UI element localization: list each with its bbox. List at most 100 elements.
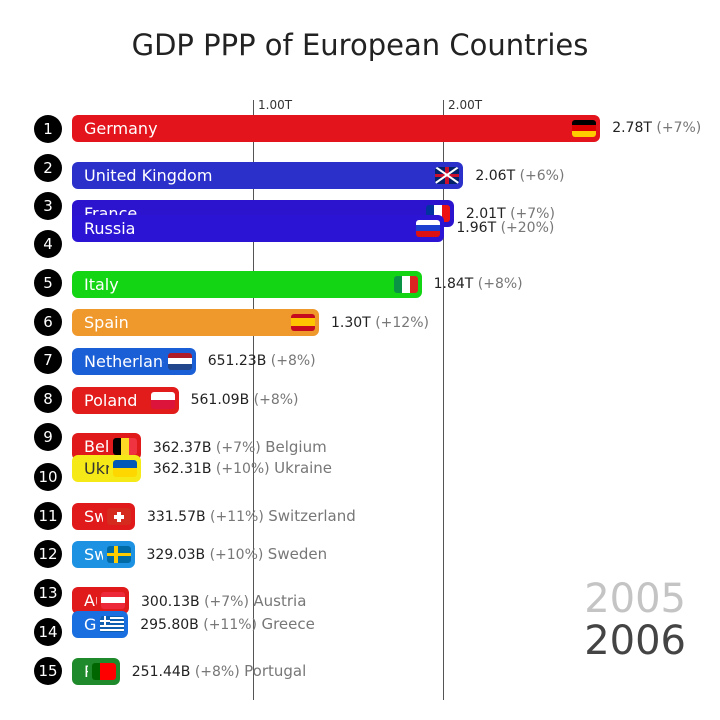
change-text: (+8%)	[253, 392, 299, 408]
russia-flag-icon	[416, 219, 441, 237]
value-text: 1.96T	[456, 220, 501, 236]
value-label: 362.37B (+7%) Belgium	[153, 439, 327, 456]
value-text: 295.80B	[140, 617, 204, 633]
country-name-label: Portugal	[244, 662, 307, 680]
austria-flag-icon	[101, 591, 126, 609]
x-tick-label: 1.00T	[258, 98, 293, 112]
rank-badge: 14	[34, 618, 62, 646]
country-name-label: Greece	[261, 615, 315, 633]
rank-badge: 11	[34, 502, 62, 530]
bar-ukraine: Ukraine	[72, 454, 141, 482]
uk-flag-icon	[435, 166, 460, 184]
rank-badge: 2	[34, 154, 62, 182]
change-text: (+7%)	[510, 206, 555, 222]
bar-name-label: Russia	[84, 218, 136, 238]
bar-name-label: Austria	[84, 590, 97, 610]
bar-germany: Germany	[72, 114, 601, 142]
belgium-flag-icon	[112, 437, 137, 455]
bar-name-label: Switzerland	[84, 506, 103, 526]
bar-name-label: Spain	[84, 312, 129, 332]
sweden-flag-icon	[106, 545, 131, 563]
germany-flag-icon	[572, 119, 597, 137]
value-label: 331.57B (+11%) Switzerland	[147, 508, 356, 525]
spain-flag-icon	[291, 313, 315, 331]
bar-name-label: Ukraine	[84, 458, 109, 478]
bar-name-label: Netherlands	[84, 351, 164, 371]
bar-greece: Greece	[72, 610, 129, 638]
italy-flag-icon	[393, 275, 418, 293]
bar-russia: Russia	[72, 214, 445, 242]
value-label: 329.03B (+10%) Sweden	[147, 546, 328, 563]
bar-name-label: Poland	[84, 390, 138, 410]
country-name-label: Sweden	[267, 545, 328, 563]
value-label: 651.23B (+8%)	[208, 353, 316, 369]
switzerland-flag-icon	[106, 507, 131, 525]
change-text: (+8%)	[270, 353, 316, 369]
chart-title: GDP PPP of European Countries	[131, 28, 589, 62]
value-label: 2.06T (+6%)	[475, 168, 564, 184]
rank-badge: 5	[34, 269, 62, 297]
change-text: (+11%)	[203, 617, 258, 633]
gridline	[253, 100, 254, 700]
france-flag-icon	[425, 204, 450, 222]
netherlands-flag-icon	[167, 352, 192, 370]
value-text: 1.30T	[331, 315, 376, 331]
change-text: (+7%)	[204, 594, 249, 610]
bar-name-label: Sweden	[84, 544, 103, 564]
change-text: (+11%)	[210, 509, 264, 525]
value-label: 2.78T (+7%)	[612, 120, 701, 136]
change-text: (+10%)	[215, 461, 270, 477]
bar-poland: Poland	[72, 386, 179, 414]
bar-name-label: Belgium	[84, 436, 109, 456]
value-text: 329.03B	[146, 547, 210, 563]
bar-name-label: Portugal	[84, 658, 88, 685]
bar-italy: Italy	[72, 270, 422, 298]
value-text: 561.09B	[190, 392, 254, 408]
rank-badge: 8	[34, 385, 62, 413]
change-text: (+12%)	[375, 315, 429, 331]
bar-austria: Austria	[72, 586, 130, 614]
value-label: 1.30T (+12%)	[331, 315, 429, 331]
current-year-label: 2006	[584, 618, 686, 664]
value-label: 1.84T (+8%)	[434, 276, 523, 292]
country-name-label: Belgium	[265, 438, 327, 456]
rank-badge: 15	[34, 657, 62, 685]
value-label: 1.96T (+20%)	[456, 220, 554, 236]
value-text: 331.57B	[146, 509, 211, 525]
rank-badge: 10	[34, 463, 62, 491]
change-text: (+10%)	[209, 547, 264, 563]
rank-badge: 6	[34, 308, 62, 336]
rank-badge: 12	[34, 540, 62, 568]
bar-spain: Spain	[72, 308, 319, 336]
value-label: 2.01T (+7%)	[466, 206, 555, 222]
value-label: 295.80B (+11%) Greece	[140, 616, 315, 633]
bar-name-label: Germany	[84, 118, 158, 138]
x-tick-label: 2.00T	[448, 98, 483, 112]
bar-name-label: United Kingdom	[84, 165, 213, 185]
value-label: 300.13B (+7%) Austria	[141, 593, 306, 610]
value-text: 1.84T	[433, 276, 478, 292]
bar-sweden: Sweden	[72, 540, 135, 568]
ukraine-flag-icon	[112, 459, 137, 477]
value-text: 300.13B	[141, 594, 205, 610]
value-text: 362.31B	[152, 461, 216, 477]
greece-flag-icon	[100, 615, 125, 633]
value-label: 362.31B (+10%) Ukraine	[153, 460, 332, 477]
value-text: 651.23B	[207, 353, 271, 369]
gridline	[443, 100, 444, 700]
rank-badge: 7	[34, 346, 62, 374]
value-text: 2.06T	[475, 168, 520, 184]
rank-badge: 3	[34, 192, 62, 220]
change-text: (+7%)	[215, 440, 261, 456]
country-name-label: Austria	[253, 592, 307, 610]
rank-badge: 9	[34, 423, 62, 451]
change-text: (+6%)	[519, 168, 565, 184]
previous-year-label: 2005	[584, 576, 686, 622]
value-text: 2.01T	[465, 206, 511, 222]
change-text: (+7%)	[656, 120, 702, 136]
rank-badge: 13	[34, 579, 62, 607]
value-label: 251.44B (+8%) Portugal	[132, 663, 307, 680]
portugal-flag-icon	[91, 662, 116, 680]
change-text: (+8%)	[477, 276, 523, 292]
rank-badge: 1	[34, 115, 62, 143]
